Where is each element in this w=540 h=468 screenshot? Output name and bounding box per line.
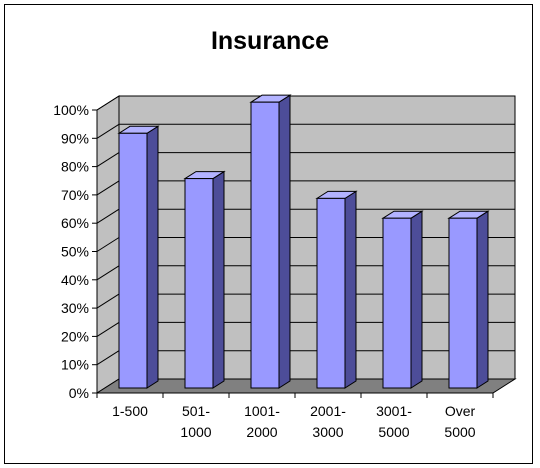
x-tick-label: 5000	[378, 424, 409, 440]
x-tick-label: 501-	[182, 403, 210, 419]
x-tick-label: 3001-	[376, 403, 412, 419]
gridline-side	[96, 293, 120, 309]
bar-side	[410, 210, 423, 389]
bar-side	[278, 94, 291, 389]
y-tick-label: 80%	[61, 159, 89, 175]
gridline-side	[96, 180, 120, 196]
x-tick-label: 5000	[444, 424, 475, 440]
gridline-side	[96, 208, 120, 224]
bar	[448, 217, 478, 389]
gridline-side	[96, 350, 120, 366]
bar-side	[344, 190, 357, 389]
x-tick-label: 1000	[180, 424, 211, 440]
x-tick-label: 1-500	[112, 403, 148, 419]
bar	[184, 178, 214, 389]
bar	[382, 217, 412, 389]
y-tick-label: 60%	[61, 215, 89, 231]
gridline-side	[96, 265, 120, 281]
x-tick-label: Over	[445, 403, 476, 419]
x-tick-label: 2001-	[310, 403, 346, 419]
y-tick-label: 30%	[61, 300, 89, 316]
gridline-side	[96, 123, 120, 139]
bar	[250, 101, 280, 389]
gridline-side	[96, 95, 120, 111]
y-tick-label: 90%	[61, 130, 89, 146]
y-tick-label: 20%	[61, 328, 89, 344]
x-tick-label: 3000	[312, 424, 343, 440]
gridline-side	[96, 152, 120, 168]
chart-title: Insurance	[210, 27, 330, 55]
y-tick-label: 100%	[53, 102, 89, 118]
y-tick-label: 40%	[61, 272, 89, 288]
bar-side	[476, 210, 489, 389]
bar-side	[146, 125, 159, 389]
x-tick-label: 1001-	[244, 403, 280, 419]
bar	[118, 132, 148, 389]
bar-side	[212, 170, 225, 389]
bar	[316, 197, 346, 389]
x-tick-label: 2000	[246, 424, 277, 440]
y-tick-label: 0%	[69, 385, 89, 401]
gridline-side	[96, 321, 120, 337]
y-tick-label: 70%	[61, 187, 89, 203]
y-tick-label: 10%	[61, 357, 89, 373]
gridline-side	[96, 237, 120, 252]
y-tick-label: 50%	[61, 244, 89, 260]
